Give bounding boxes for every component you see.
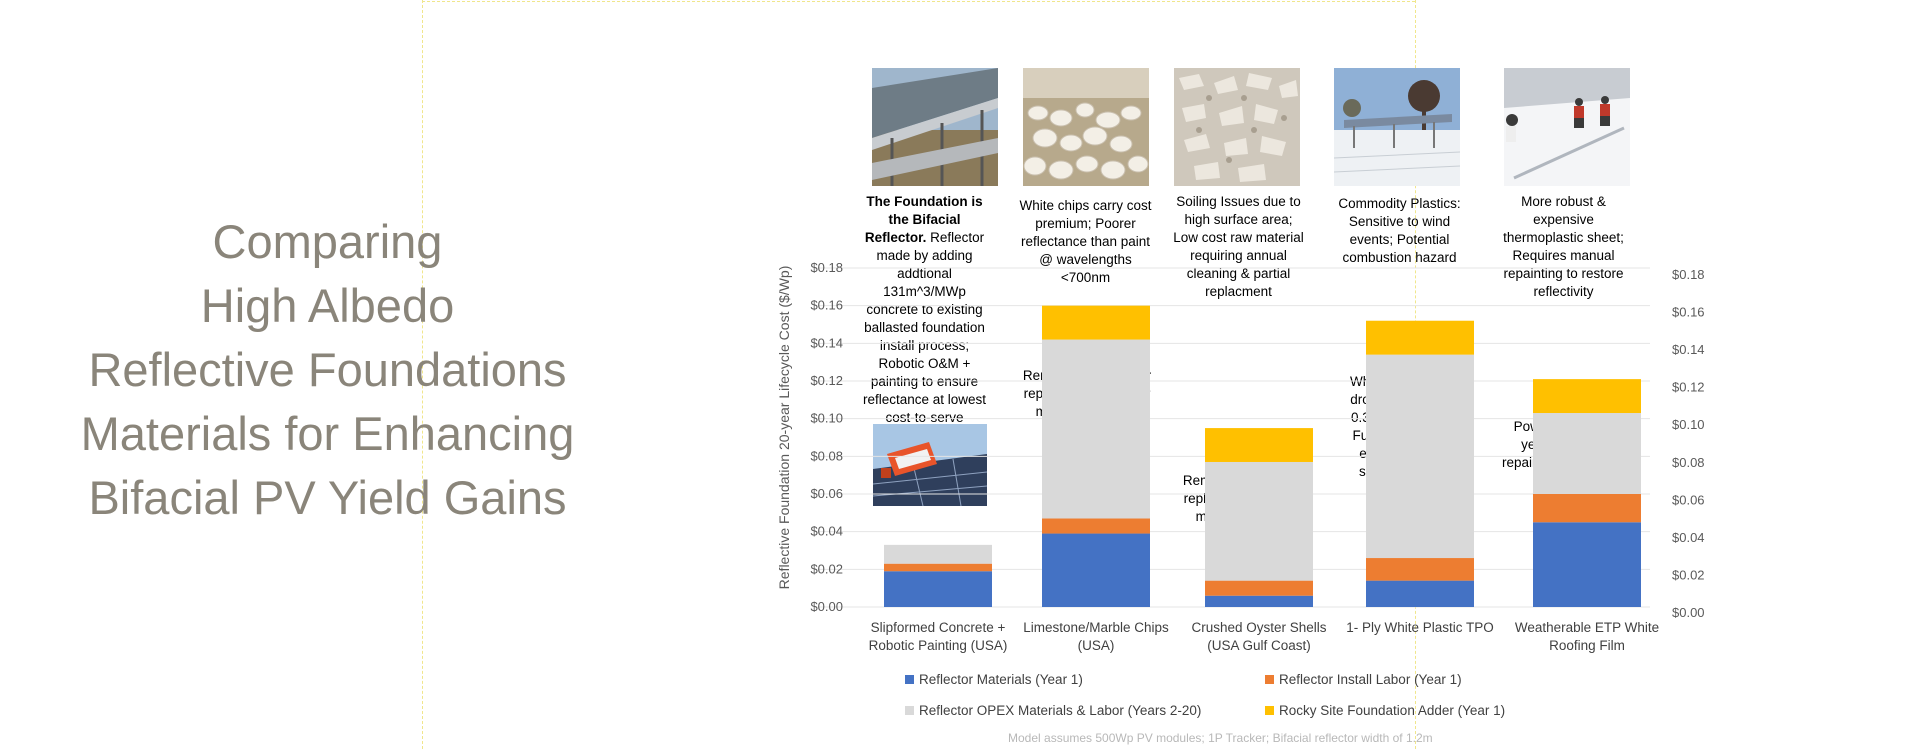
bar-segment — [1042, 518, 1150, 534]
annotation-note-in-bar: Remove and clean or replace 35% of cover… — [1182, 473, 1312, 542]
annotation-note-in-bar: White TPO albedo drops from 0.65 to 0.35… — [1349, 374, 1461, 497]
slide-title-line: Reflective Foundations — [88, 343, 567, 396]
x-tick-label: 1- Ply White Plastic TPO — [1346, 620, 1494, 635]
legend-swatch — [1265, 675, 1274, 684]
slide-title-line: Materials for Enhancing — [80, 407, 575, 460]
y-tick-label-right: $0.04 — [1672, 530, 1705, 545]
legend-swatch — [905, 675, 914, 684]
y-tick-label-left: $0.02 — [810, 561, 843, 576]
slide-title: Comparing High Albedo Reflective Foundat… — [40, 210, 615, 530]
y-tick-label-left: $0.10 — [810, 411, 843, 426]
annotation-note-top: Soiling Issues due to high surface area;… — [1173, 194, 1304, 299]
bar-segment — [884, 563, 992, 572]
y-axis-title: Reflective Foundation 20-year Lifecycle … — [776, 266, 792, 590]
y-tick-label-right: $0.08 — [1672, 455, 1705, 470]
bar-segment — [1042, 305, 1150, 340]
robotic-painter-photo — [873, 424, 987, 506]
bar-segment — [884, 544, 992, 564]
x-tick-label: Crushed Oyster Shells (USA Gulf Coast) — [1191, 620, 1326, 653]
bar-segment — [1205, 595, 1313, 607]
y-tick-label-left: $0.04 — [810, 524, 843, 539]
annotation-note-top: White chips carry cost premium; Poorer r… — [1019, 198, 1152, 285]
roofing-film-install-photo — [1504, 68, 1630, 186]
bar-segment — [884, 571, 992, 607]
x-tick-label: Limestone/Marble Chips (USA) — [1023, 620, 1169, 653]
y-tick-label-right: $0.10 — [1672, 417, 1705, 432]
annotation-note-top: The Foundation is the Bifacial Reflector… — [862, 194, 987, 425]
footer-note: Model assumes 500Wp PV modules; 1P Track… — [1008, 731, 1433, 745]
x-tick-label: Weatherable ETP White Roofing Film — [1515, 620, 1659, 653]
annotation-note-in-bar: Powerwash each year; Manually repaint ev… — [1501, 419, 1629, 470]
y-tick-label-right: $0.18 — [1672, 267, 1705, 282]
slide-title-line: Bifacial PV Yield Gains — [88, 471, 567, 524]
y-tick-label-left: $0.14 — [810, 335, 843, 350]
y-tick-label-left: $0.00 — [810, 599, 843, 614]
marble-chips-photo — [1023, 68, 1149, 186]
x-tick-label: Slipformed Concrete + Robotic Painting (U… — [869, 620, 1008, 653]
y-tick-label-left: $0.12 — [810, 373, 843, 388]
bar-segment — [1366, 320, 1474, 355]
bar-segment — [1205, 580, 1313, 596]
slide-title-line: Comparing — [212, 215, 443, 268]
guide-line-left — [422, 0, 423, 749]
bar-segment — [1533, 522, 1641, 607]
annotation-note-in-bar: Remove and clean or replace 20% of cover… — [1022, 368, 1152, 437]
legend-swatch — [1265, 706, 1274, 715]
y-tick-label-right: $0.06 — [1672, 492, 1705, 507]
legend-label: Reflector Materials (Year 1) — [919, 672, 1083, 687]
oyster-shells-photo — [1174, 68, 1300, 186]
bar-segment — [1205, 428, 1313, 462]
y-tick-label-left: $0.16 — [810, 298, 843, 313]
legend-swatch — [905, 706, 914, 715]
slide-title-line: High Albedo — [200, 279, 455, 332]
y-tick-label-left: $0.08 — [810, 448, 843, 463]
bar-segment — [1366, 580, 1474, 607]
bar-segment — [1533, 379, 1641, 414]
y-tick-label-left: $0.06 — [810, 486, 843, 501]
tpo-roof-photo — [1334, 68, 1460, 186]
y-tick-label-right: $0.02 — [1672, 567, 1705, 582]
legend-label: Rocky Site Foundation Adder (Year 1) — [1279, 703, 1505, 718]
y-tick-label-left: $0.18 — [810, 260, 843, 275]
legend-label: Reflector OPEX Materials & Labor (Years … — [919, 703, 1201, 718]
annotation-note-top: More robust & expensive thermoplastic sh… — [1503, 194, 1624, 299]
bifacial-reflector-photo — [872, 68, 998, 186]
bar-segment — [1366, 558, 1474, 581]
y-tick-label-right: $0.12 — [1672, 380, 1705, 395]
y-tick-label-right: $0.00 — [1672, 605, 1705, 620]
y-tick-label-right: $0.14 — [1672, 342, 1705, 357]
bar-segment — [1533, 494, 1641, 523]
bar-segment — [1042, 533, 1150, 607]
y-tick-label-right: $0.16 — [1672, 305, 1705, 320]
guide-line-top — [422, 1, 1415, 2]
legend-label: Reflector Install Labor (Year 1) — [1279, 672, 1462, 687]
annotation-note-top: Commodity Plastics: Sensitive to wind ev… — [1338, 196, 1461, 265]
